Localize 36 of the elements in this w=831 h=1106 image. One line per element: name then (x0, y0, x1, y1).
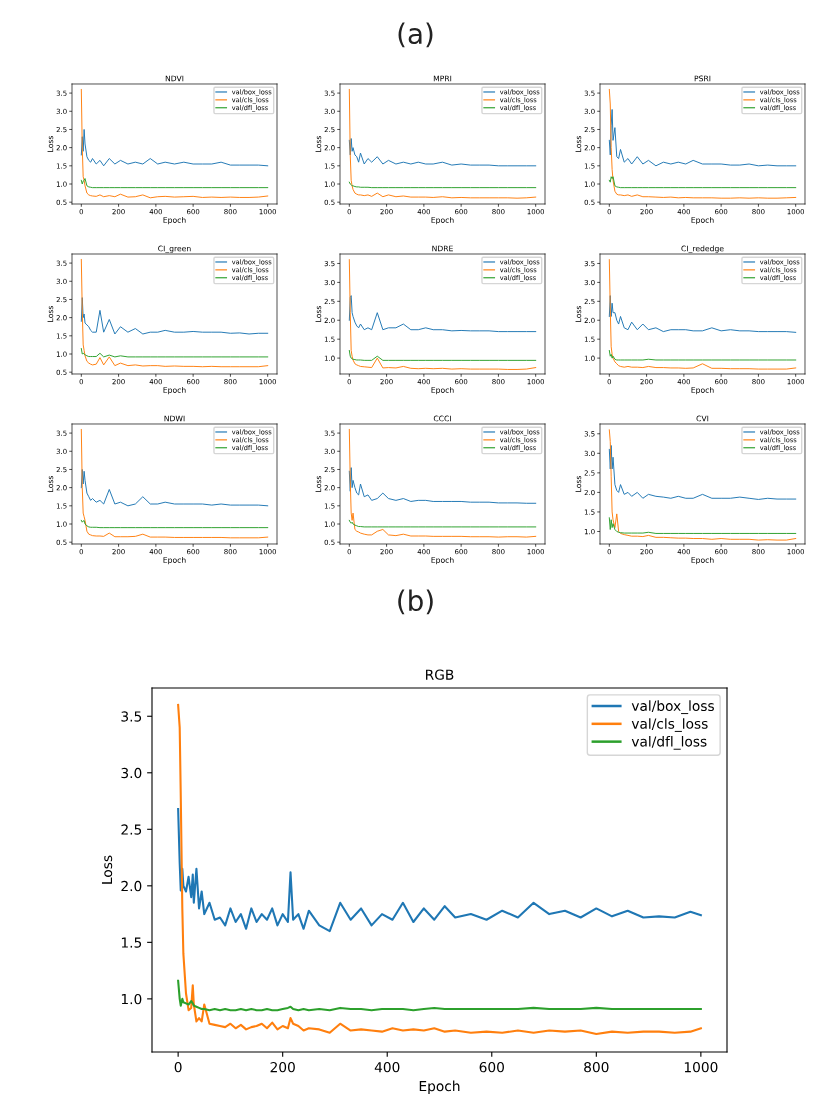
legend-label: val/dfl_loss (631, 736, 707, 750)
y-tick-label: 1.5 (121, 937, 142, 948)
line-series (348, 295, 537, 333)
x-tick-label: 600 (479, 1061, 504, 1073)
line-series (80, 128, 269, 167)
x-tick-label: 400 (374, 1061, 400, 1073)
line-series (348, 519, 537, 528)
x-tick-label: 0 (174, 1061, 182, 1073)
x-tick-label: 1000 (684, 1061, 718, 1073)
y-tick-label: 1.0 (121, 993, 142, 1005)
y-tick-label: 3.5 (121, 711, 142, 722)
line-series (80, 348, 269, 358)
y-tick-label: 2.5 (121, 824, 142, 835)
y-tick-label: 3.0 (121, 767, 142, 779)
x-tick-label: 800 (584, 1061, 609, 1073)
line-series (348, 350, 537, 361)
y-tick-label: 2.0 (121, 880, 142, 892)
line-series (80, 468, 269, 507)
legend-label: val/box_loss (631, 700, 714, 715)
line-series (80, 519, 269, 529)
line-series (348, 138, 537, 167)
line-series (608, 350, 797, 361)
x-axis-title: Epoch (419, 1080, 460, 1094)
line-series (608, 176, 797, 189)
y-axis-title: Loss (101, 855, 113, 884)
line-series (608, 517, 797, 534)
line-series (608, 445, 797, 500)
line-series (80, 178, 269, 189)
line-series (177, 979, 702, 1012)
line-series (177, 807, 702, 933)
legend-label: val/cls_loss (631, 718, 708, 732)
chart-title: RGB (426, 669, 454, 680)
text: (b) (398, 589, 433, 615)
line-series (348, 467, 537, 504)
text: (a) (398, 22, 433, 48)
x-tick-label: 200 (270, 1061, 295, 1073)
